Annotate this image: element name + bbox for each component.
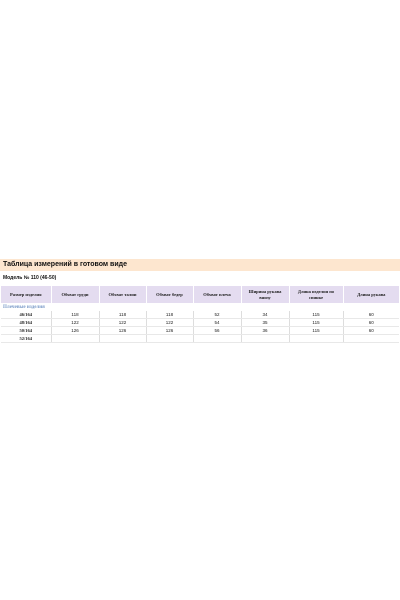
cell-sleeve-width: 34 [241, 311, 290, 319]
cell-hips: 122 [146, 318, 194, 327]
cell-size: 46/164 [1, 311, 52, 319]
cell-size: 50/164 [1, 326, 52, 335]
cell-shoulder: 52 [193, 311, 242, 319]
cell-back-length: 115 [289, 318, 344, 327]
cell-waist [99, 334, 147, 343]
table-row: 52/164 [1, 334, 399, 343]
cell-back-length [289, 334, 344, 343]
cell-chest: 118 [51, 311, 100, 319]
cell-sleeve-length: 60 [343, 318, 399, 327]
header-waist: Обхват талии [99, 286, 147, 303]
cell-chest: 122 [51, 318, 100, 327]
cell-sleeve-width: 35 [241, 318, 290, 327]
cell-hips: 126 [146, 326, 194, 335]
section-label: Плечевые изделия [1, 303, 399, 311]
cell-shoulder: 56 [193, 326, 242, 335]
table-title: Таблица измерений в готовом виде [0, 259, 400, 271]
header-sleeve-length: Длина рукава [343, 286, 399, 303]
cell-hips [146, 334, 194, 343]
model-number: Модель № 110 (46-50) [3, 275, 57, 281]
cell-chest: 126 [51, 326, 100, 335]
cell-waist: 118 [99, 311, 147, 319]
header-shoulder: Обхват плеча [193, 286, 242, 303]
table-row: 46/164 118 118 118 52 34 115 60 [1, 311, 399, 319]
cell-shoulder: 54 [193, 318, 242, 327]
header-size: Размер изделия [1, 286, 52, 303]
cell-size: 48/164 [1, 318, 52, 327]
cell-sleeve-length [343, 334, 399, 343]
cell-waist: 122 [99, 318, 147, 327]
cell-shoulder [193, 334, 242, 343]
header-chest: Обхват груди [51, 286, 100, 303]
header-hips: Обхват бедер [146, 286, 194, 303]
section-row: Плечевые изделия [1, 303, 399, 311]
cell-sleeve-width [241, 334, 290, 343]
cell-back-length: 115 [289, 311, 344, 319]
cell-sleeve-width: 36 [241, 326, 290, 335]
header-back-length: Длина изделия по спинке [289, 286, 344, 303]
cell-chest [51, 334, 100, 343]
cell-waist: 126 [99, 326, 147, 335]
cell-sleeve-length: 60 [343, 326, 399, 335]
table-header-row: Размер изделия Обхват груди Обхват талии… [1, 286, 399, 303]
table-row: 48/164 122 122 122 54 35 115 60 [1, 318, 399, 327]
header-sleeve-width: Ширина рукава внизу [241, 286, 290, 303]
measurement-table: Размер изделия Обхват груди Обхват талии… [1, 286, 399, 343]
cell-hips: 118 [146, 311, 194, 319]
cell-back-length: 115 [289, 326, 344, 335]
table-row: 50/164 126 126 126 56 36 115 60 [1, 326, 399, 335]
cell-sleeve-length: 60 [343, 311, 399, 319]
cell-size: 52/164 [1, 334, 52, 343]
